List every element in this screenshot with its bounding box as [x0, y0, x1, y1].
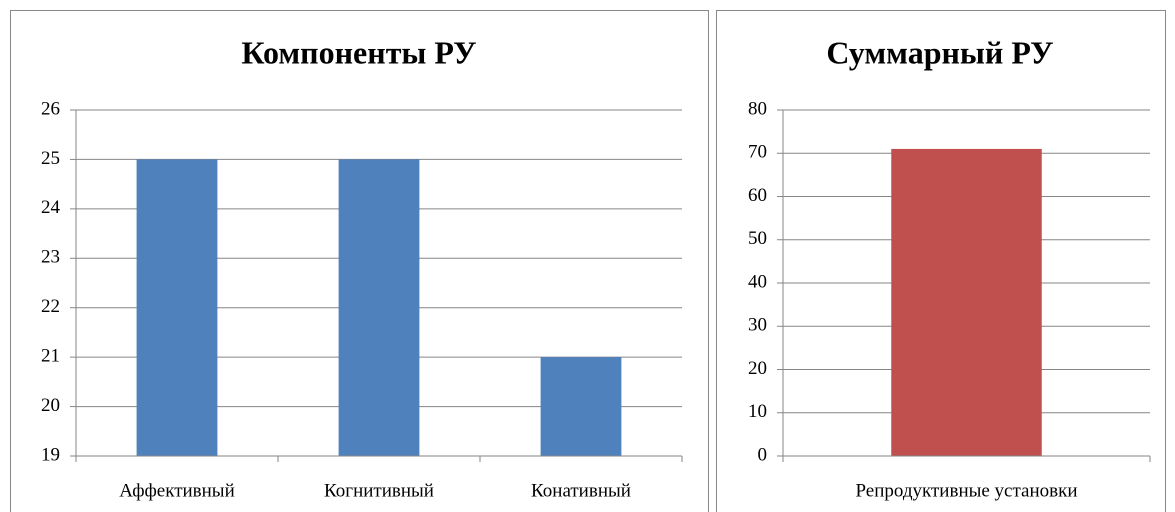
y-tick-label: 60: [748, 185, 767, 206]
x-tick-label: Конативный: [531, 480, 631, 501]
y-tick-label: 30: [748, 315, 767, 336]
y-tick-label: 80: [748, 98, 767, 119]
x-tick-label: Аффективный: [119, 480, 234, 501]
bar: [136, 159, 218, 456]
y-tick-label: 10: [748, 401, 767, 422]
y-tick-label: 24: [41, 197, 61, 218]
chart-title: Суммарный РУ: [826, 34, 1053, 70]
y-tick-label: 21: [41, 346, 60, 367]
y-tick-label: 22: [41, 296, 60, 317]
x-tick-label: Когнитивный: [324, 480, 434, 501]
y-tick-label: 0: [758, 444, 768, 465]
y-tick-label: 20: [41, 395, 60, 416]
y-tick-label: 50: [748, 228, 767, 249]
y-tick-label: 26: [41, 98, 60, 119]
y-tick-label: 20: [748, 358, 767, 379]
bar: [540, 357, 622, 456]
y-tick-label: 70: [748, 142, 767, 163]
y-tick-label: 23: [41, 247, 60, 268]
bar: [338, 159, 420, 456]
x-tick-label: Репродуктивные установки: [855, 480, 1077, 501]
y-tick-label: 25: [41, 148, 60, 169]
chart-title: Компоненты РУ: [241, 34, 476, 70]
y-tick-label: 19: [41, 444, 60, 465]
y-tick-label: 40: [748, 271, 767, 292]
bar: [891, 148, 1042, 457]
